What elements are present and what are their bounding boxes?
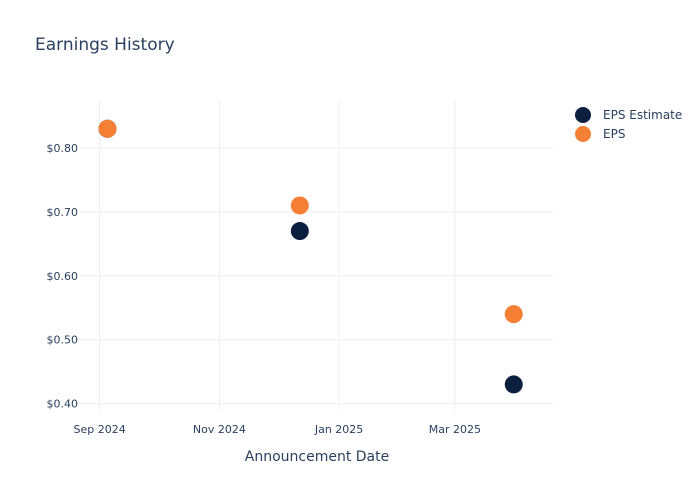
y-tick-label: $0.70 — [47, 206, 79, 219]
grid-layer — [80, 100, 553, 410]
x-axis-ticks: Sep 2024 Nov 2024 Jan 2025 Mar 2025 — [74, 423, 481, 436]
x-axis-title: Announcement Date — [245, 449, 389, 465]
legend-label: EPS Estimate — [603, 108, 682, 122]
legend-label: EPS — [603, 127, 625, 141]
legend-marker — [575, 126, 591, 142]
x-tick-label: Nov 2024 — [193, 423, 246, 436]
point-eps-estimate[interactable] — [504, 375, 523, 394]
legend-item-eps[interactable]: EPS — [575, 126, 625, 142]
chart-title: Earnings History — [35, 35, 175, 55]
y-tick-label: $0.40 — [47, 398, 79, 411]
point-eps[interactable] — [98, 119, 117, 138]
point-eps-estimate[interactable] — [290, 222, 309, 241]
x-tick-label: Sep 2024 — [74, 423, 126, 436]
x-tick-label: Mar 2025 — [429, 423, 481, 436]
legend-item-eps-estimate[interactable]: EPS Estimate — [575, 107, 682, 123]
y-axis-ticks: $0.40 $0.50 $0.60 $0.70 $0.80 — [47, 142, 79, 411]
y-tick-label: $0.50 — [47, 334, 79, 347]
legend[interactable]: EPS Estimate EPS — [575, 107, 682, 142]
x-tick-label: Jan 2025 — [314, 423, 363, 436]
data-points — [98, 119, 523, 394]
point-eps[interactable] — [290, 196, 309, 215]
y-tick-label: $0.60 — [47, 270, 79, 283]
y-tick-label: $0.80 — [47, 142, 79, 155]
legend-marker — [575, 107, 591, 123]
point-eps[interactable] — [504, 305, 523, 324]
